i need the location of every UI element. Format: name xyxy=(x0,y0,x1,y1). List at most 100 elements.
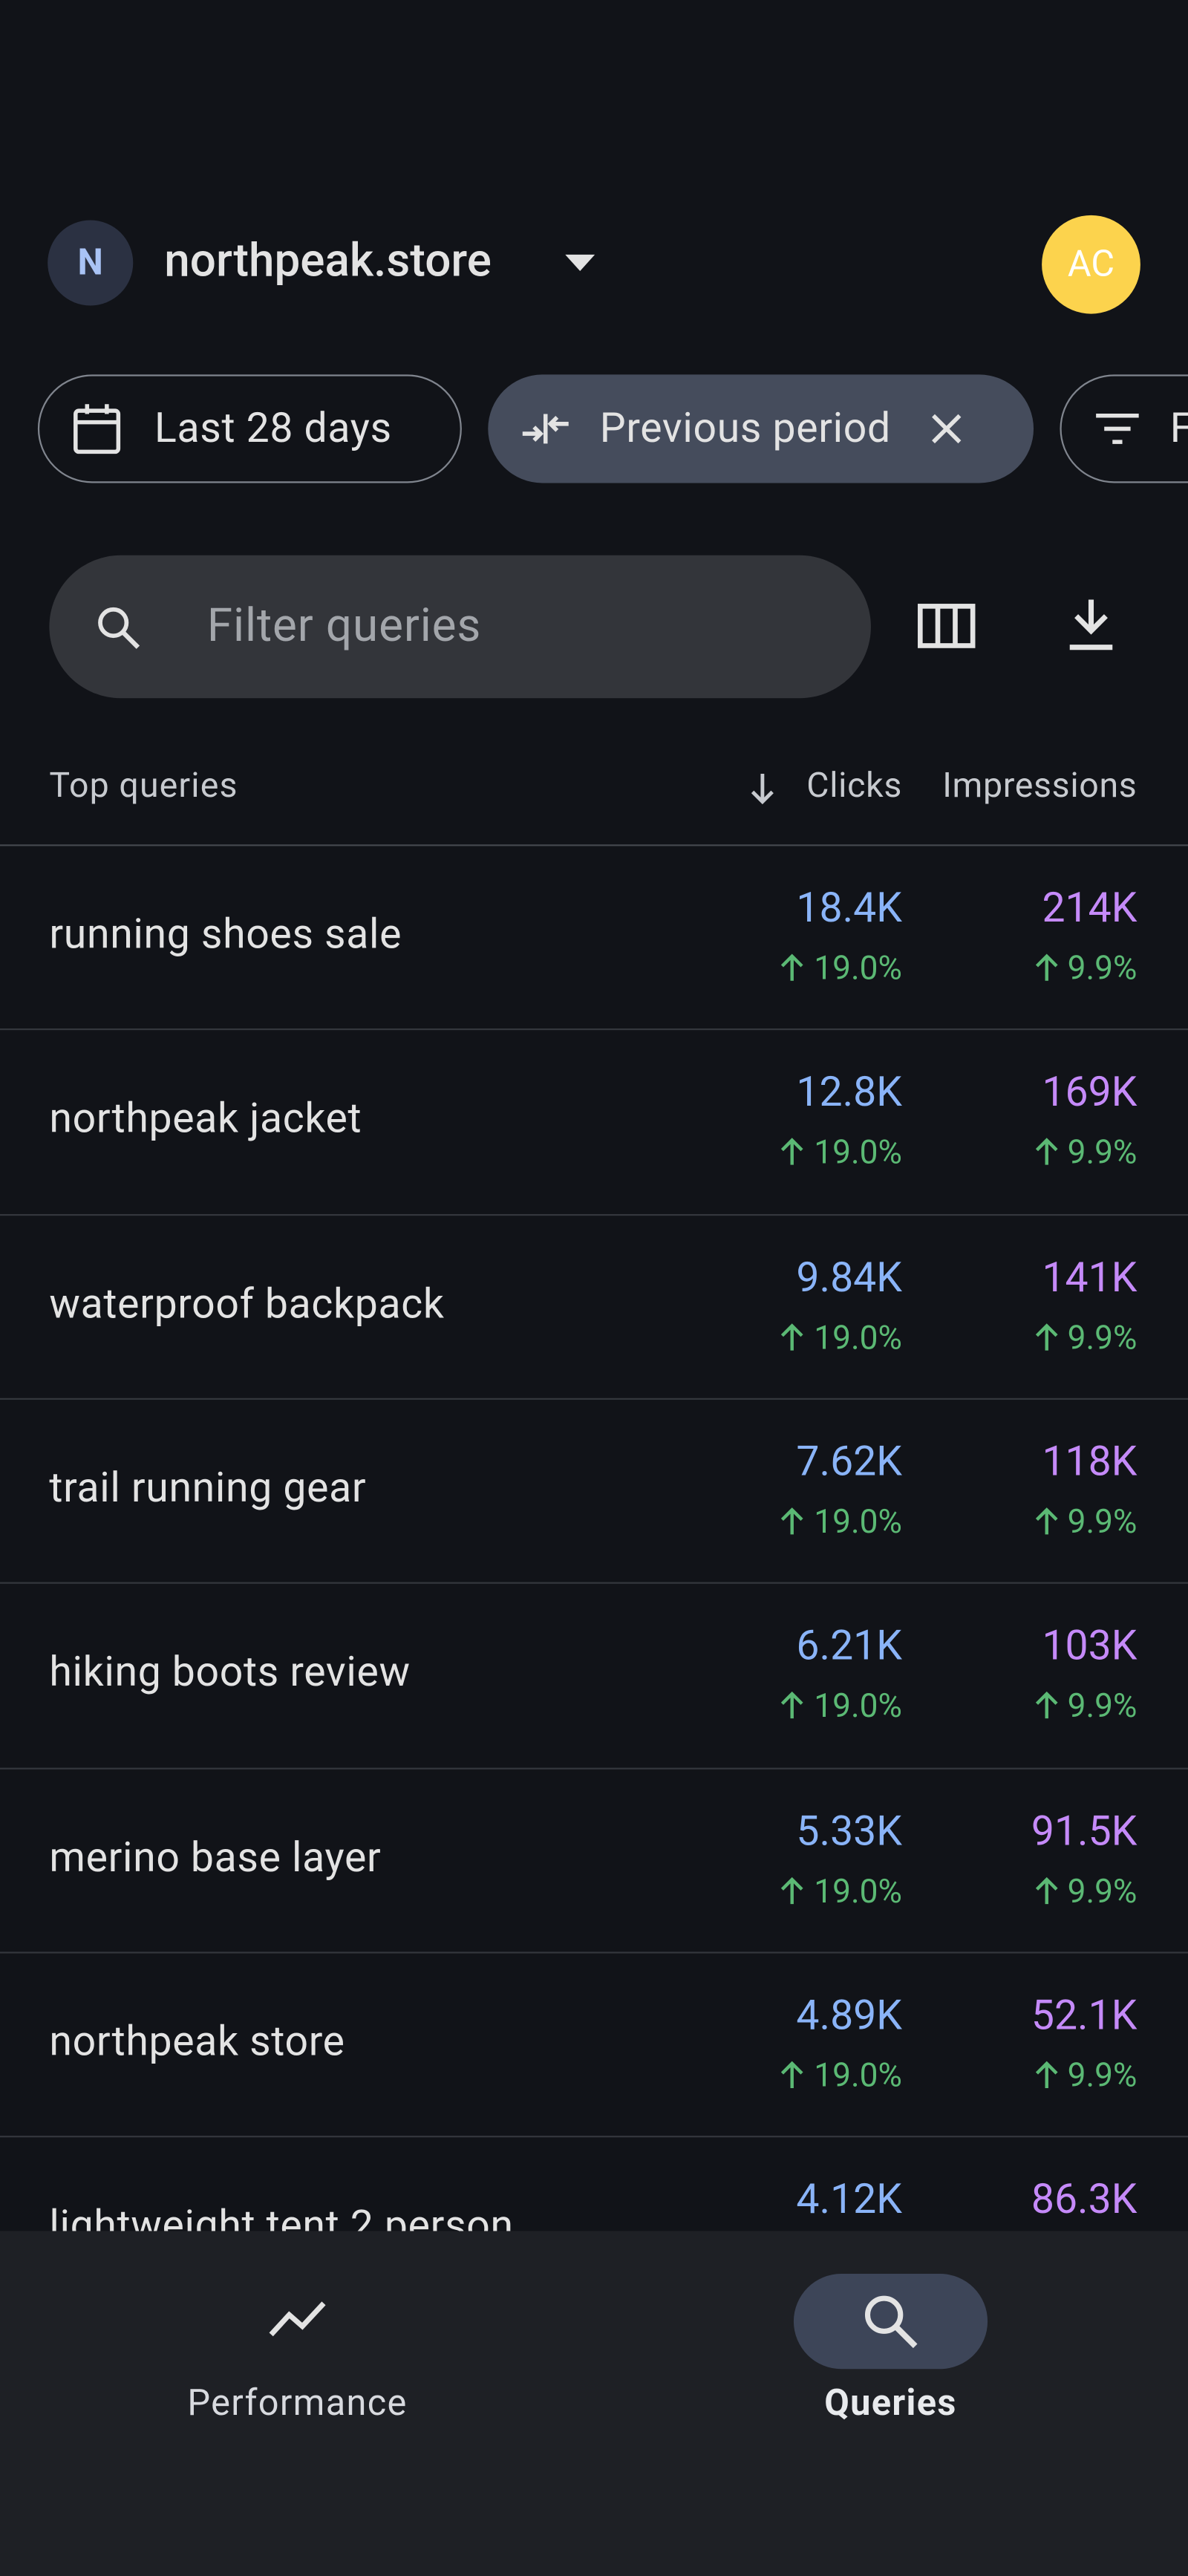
query-row[interactable]: merino base layer 5.33K 91.5K 19.0% 9.9% xyxy=(0,1769,1188,1953)
query-text: running shoes sale xyxy=(49,911,402,960)
sort-icon xyxy=(751,774,774,805)
change-text: 19.0% xyxy=(814,1686,902,1726)
impressions-change: 9.9% xyxy=(1034,1132,1137,1172)
up-arrow-icon xyxy=(781,1138,804,1166)
chip-label: Last 28 days xyxy=(154,405,392,453)
header-divider xyxy=(0,844,1188,847)
performance-icon xyxy=(269,2301,326,2337)
query-row[interactable]: running shoes sale 18.4K 214K 19.0% 9.9% xyxy=(0,846,1188,1030)
nav-label: Queries xyxy=(824,2384,957,2425)
impressions-value: 141K xyxy=(1042,1254,1138,1302)
chip-label: Previous period xyxy=(599,405,891,453)
impressions-value: 52.1K xyxy=(1031,1992,1138,2041)
up-arrow-icon xyxy=(1035,1876,1057,1904)
row-divider xyxy=(0,1028,1188,1031)
impressions-value: 86.3K xyxy=(1031,2176,1138,2225)
compare-chip[interactable]: Previous period xyxy=(488,374,1034,483)
column-header[interactable]: Impressions xyxy=(942,767,1138,807)
site-name[interactable]: northpeak.store xyxy=(164,233,492,288)
filter-chip[interactable]: F xyxy=(1060,374,1188,483)
nav-active-pill xyxy=(793,2273,988,2370)
query-row[interactable]: waterproof backpack 9.84K 141K 19.0% 9.9% xyxy=(0,1215,1188,1399)
clicks-value: 7.62K xyxy=(796,1438,902,1487)
up-arrow-icon xyxy=(781,953,804,981)
column-header[interactable]: Clicks xyxy=(806,767,902,807)
change-text: 19.0% xyxy=(814,1870,902,1910)
impressions-value: 103K xyxy=(1042,1623,1138,1672)
nav-item[interactable]: Queries xyxy=(741,2272,1040,2436)
query-text: merino base layer xyxy=(49,1834,382,1882)
row-divider xyxy=(0,1582,1188,1585)
query-text: waterproof backpack xyxy=(49,1280,445,1328)
clicks-change: 19.0% xyxy=(781,1132,902,1172)
up-arrow-icon xyxy=(1035,2061,1057,2088)
change-text: 9.9% xyxy=(1067,2055,1138,2095)
nav-label: Performance xyxy=(187,2384,408,2425)
query-row[interactable]: trail running gear 7.62K 118K 19.0% 9.9% xyxy=(0,1400,1188,1584)
change-text: 19.0% xyxy=(814,2055,902,2095)
clicks-value: 5.33K xyxy=(796,1807,902,1856)
compare-icon xyxy=(522,414,569,444)
impressions-change: 9.9% xyxy=(1034,2055,1137,2094)
query-row[interactable]: hiking boots review 6.21K 103K 19.0% 9.9% xyxy=(0,1584,1188,1768)
avatar[interactable]: AC xyxy=(1042,215,1140,314)
row-divider xyxy=(0,2136,1188,2138)
clicks-change: 19.0% xyxy=(781,948,902,988)
impressions-value: 169K xyxy=(1042,1069,1138,1118)
search-icon xyxy=(98,607,140,649)
up-arrow-icon xyxy=(781,2061,804,2088)
query-text: lightweight tent 2 person xyxy=(49,2203,514,2231)
queries-icon xyxy=(864,2295,918,2349)
up-arrow-icon xyxy=(1035,1507,1057,1535)
row-divider xyxy=(0,1213,1188,1216)
date-chip[interactable]: Last 28 days xyxy=(37,374,462,483)
change-text: 9.9% xyxy=(1067,1870,1138,1910)
table-body: running shoes sale 18.4K 214K 19.0% 9.9% nort… xyxy=(0,846,1188,2231)
query-row[interactable]: lightweight tent 2 person 4.12K 86.3K xyxy=(0,2138,1188,2231)
site-icon[interactable]: N xyxy=(48,220,134,306)
clicks-value: 6.21K xyxy=(796,1623,902,1672)
change-text: 19.0% xyxy=(814,1132,902,1173)
clicks-change: 19.0% xyxy=(781,1501,902,1541)
up-arrow-icon xyxy=(1035,953,1057,981)
dropdown-icon[interactable] xyxy=(564,253,596,273)
columns-button[interactable] xyxy=(917,603,976,649)
impressions-value: 214K xyxy=(1042,885,1138,933)
clicks-value: 9.84K xyxy=(796,1254,902,1302)
impressions-change: 9.9% xyxy=(1034,1501,1137,1541)
clicks-change: 19.0% xyxy=(781,1317,902,1357)
clicks-value: 4.12K xyxy=(796,2176,902,2225)
query-row[interactable]: northpeak jacket 12.8K 169K 19.0% 9.9% xyxy=(0,1031,1188,1215)
query-row[interactable]: northpeak store 4.89K 52.1K 19.0% 9.9% xyxy=(0,1953,1188,2137)
search-field[interactable]: Filter queries xyxy=(49,555,871,699)
close-icon[interactable] xyxy=(930,412,963,445)
bottom-nav: Performance Queries xyxy=(0,2231,1188,2576)
clicks-change: 19.0% xyxy=(781,1686,902,1725)
row-divider xyxy=(0,1398,1188,1400)
up-arrow-icon xyxy=(1035,1323,1057,1350)
clicks-value: 12.8K xyxy=(796,1069,902,1118)
change-text: 9.9% xyxy=(1067,948,1138,988)
download-button[interactable] xyxy=(1068,596,1114,652)
change-text: 9.9% xyxy=(1067,1501,1138,1541)
up-arrow-icon xyxy=(781,1692,804,1719)
row-divider xyxy=(0,1767,1188,1769)
up-arrow-icon xyxy=(1035,1692,1057,1719)
row-divider xyxy=(0,1951,1188,1954)
impressions-change: 9.9% xyxy=(1034,1871,1137,1910)
query-text: hiking boots review xyxy=(49,1649,411,1698)
change-text: 19.0% xyxy=(814,1317,902,1357)
clicks-change: 19.0% xyxy=(781,2055,902,2094)
impressions-change: 9.9% xyxy=(1034,948,1137,988)
impressions-change: 9.9% xyxy=(1034,1686,1137,1725)
nav-item[interactable]: Performance xyxy=(148,2272,447,2436)
clicks-change: 19.0% xyxy=(781,1871,902,1910)
filter-icon xyxy=(1096,413,1139,444)
search-placeholder: Filter queries xyxy=(206,598,482,653)
up-arrow-icon xyxy=(781,1507,804,1535)
change-text: 9.9% xyxy=(1067,1132,1138,1173)
change-text: 19.0% xyxy=(814,1501,902,1541)
change-text: 19.0% xyxy=(814,948,902,988)
impressions-value: 118K xyxy=(1042,1438,1138,1487)
chip-label: F xyxy=(1170,405,1188,452)
